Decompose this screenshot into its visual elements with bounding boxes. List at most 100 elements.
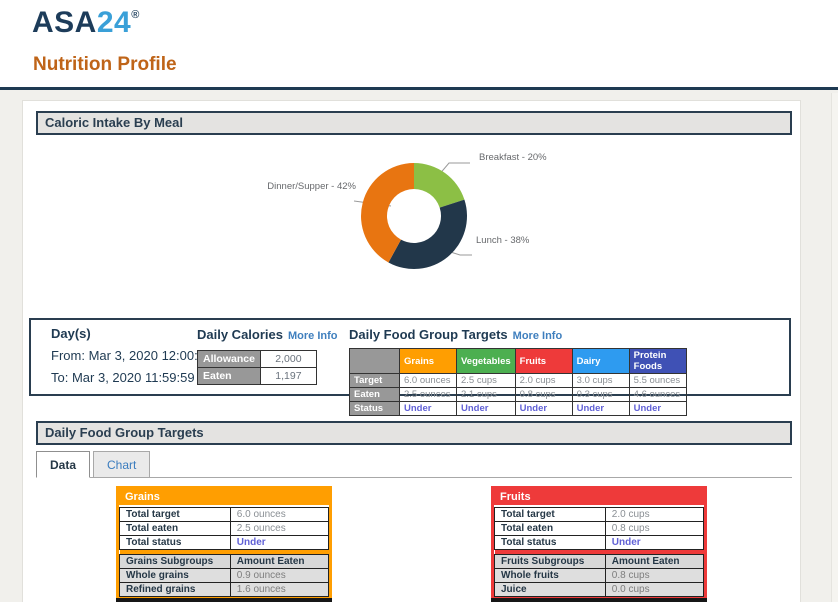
column-header-dairy: Dairy [571,348,630,374]
table-row: Total eaten 0.8 cups [494,521,705,536]
row-header-eaten: Eaten [349,387,400,402]
table-row: Total status Under [494,535,705,550]
refined-grains-label: Refined grains [119,582,231,597]
days-to-label: To: [51,370,69,385]
total-status-label: Total status [494,535,606,550]
eaten-vegetables: 2.1 cups [456,387,516,402]
caloric-intake-chart-area: Breakfast - 20% Lunch - 38% Dinner/Suppe… [36,135,792,315]
status-fruits: Under [514,401,573,416]
target-vegetables: 2.5 cups [456,373,516,388]
daily-calories-table: Allowance 2,000 Eaten 1,197 [197,350,317,385]
section-header-daily-food-group-targets: Daily Food Group Targets [36,421,792,445]
status-protein-foods: Under [628,401,687,416]
food-group-card-title: Fruits [494,489,704,507]
column-header-fruits: Fruits [514,348,573,374]
donut-label-lunch: Lunch - 38% [476,235,530,246]
food-group-card-grains: Grains Total target 6.0 ounces Total eaten… [116,486,332,600]
daily-summary-box: Day(s) From: Mar 3, 2020 12:00:00 AM To:… [29,318,791,416]
subgroup-header-row: Grains Subgroups Amount Eaten [119,554,330,569]
donut-slice-dinner-supper[interactable] [361,163,414,263]
total-eaten-value: 2.5 ounces [229,521,330,536]
targets-tab-bar: Data Chart [36,449,792,478]
eaten-dairy: 0.3 cups [571,387,630,402]
daily-calories-more-info-link[interactable]: More Info [288,330,338,342]
eaten-protein-foods: 4.6 ounces [628,387,687,402]
table-row: Eaten 1,197 [197,367,317,385]
daily-calories-title: Daily Calories [197,327,283,342]
food-group-card-table: Total target 2.0 cups Total eaten 0.8 cups T… [494,507,705,597]
table-row: Eaten 2.5 ounces 2.1 cups 0.8 cups 0.3 cups 4… [349,387,687,402]
status-vegetables: Under [456,401,516,416]
food-group-cards: Grains Total target 6.0 ounces Total eaten… [36,486,792,602]
eaten-value: 1,197 [259,367,317,385]
row-header-target: Target [349,373,400,388]
logo-asa: ASA [32,6,97,39]
eaten-grains: 2.5 ounces [399,387,457,402]
total-target-value: 6.0 ounces [229,507,330,522]
table-row: Whole fruits 0.8 cups [494,568,705,583]
donut-slice-lunch[interactable] [388,199,468,269]
whole-fruits-value: 0.8 cups [604,568,705,583]
target-dairy: 3.0 cups [571,373,630,388]
tab-chart[interactable]: Chart [93,451,151,478]
table-row: Allowance 2,000 [197,350,317,368]
juice-value: 0.0 cups [604,582,705,597]
fruits-subgroups-label: Fruits Subgroups [494,554,606,569]
target-protein-foods: 5.5 ounces [628,373,687,388]
total-eaten-label: Total eaten [494,521,606,536]
page-title: Nutrition Profile [33,54,177,75]
whole-grains-label: Whole grains [119,568,231,583]
days-to: To: Mar 3, 2020 11:59:59 PM [51,370,235,385]
table-row: Total status Under [119,535,330,550]
fruits-subgroups-value: Amount Eaten [604,554,705,569]
column-header-grains: Grains [399,348,457,374]
logo-24: 24 [96,6,132,39]
grains-subgroups-label: Grains Subgroups [119,554,231,569]
row-header-status: Status [349,401,400,416]
app-header: ASA24® Nutrition Profile [0,0,838,90]
total-status-value: Under [604,535,705,550]
registered-mark-icon: ® [131,9,140,21]
eaten-label: Eaten [197,367,261,385]
table-row: Target 6.0 ounces 2.5 cups 2.0 cups 3.0 cups… [349,373,687,388]
total-target-label: Total target [119,507,231,522]
total-eaten-value: 0.8 cups [604,521,705,536]
eaten-fruits: 0.8 cups [514,387,573,402]
allowance-label: Allowance [197,350,261,368]
days-to-value: Mar 3, 2020 11:59:59 PM [71,370,218,385]
donut-label-breakfast: Breakfast - 20% [479,152,547,163]
subgroup-header-row: Fruits Subgroups Amount Eaten [494,554,705,569]
table-row: Total eaten 2.5 ounces [119,521,330,536]
food-group-targets-title: Daily Food Group Targets [349,327,508,342]
target-fruits: 2.0 cups [514,373,573,388]
total-status-value: Under [229,535,330,550]
table-row: Refined grains 1.6 ounces [119,582,330,597]
status-dairy: Under [571,401,630,416]
table-row: Grains Vegetables Fruits Dairy Protein Foods [349,348,687,374]
next-table-top-edge-right [491,598,707,602]
page-right-gutter [831,93,838,602]
food-group-targets-block: Daily Food Group Targets More Info Grains… [349,326,687,416]
food-group-targets-more-info-link[interactable]: More Info [512,330,563,342]
refined-grains-value: 1.6 ounces [229,582,330,597]
corner-cell [349,348,400,374]
total-status-label: Total status [119,535,231,550]
next-table-top-edge-left [116,598,332,602]
table-row: Total target 6.0 ounces [119,507,330,522]
table-row: Juice 0.0 cups [494,582,705,597]
food-group-card-title: Grains [119,489,329,507]
target-grains: 6.0 ounces [399,373,457,388]
tab-data[interactable]: Data [36,451,91,478]
allowance-value: 2,000 [259,350,317,368]
main-panel: Caloric Intake By Meal Breakfast - 20% L… [22,100,801,602]
whole-grains-value: 0.9 ounces [229,568,330,583]
total-eaten-label: Total eaten [119,521,231,536]
asa24-logo: ASA24® [32,6,140,40]
column-header-vegetables: Vegetables [456,348,516,374]
donut-slice-breakfast[interactable] [414,163,465,208]
table-row: Whole grains 0.9 ounces [119,568,330,583]
caloric-intake-donut-chart [353,162,472,269]
table-row: Total target 2.0 cups [494,507,705,522]
total-target-label: Total target [494,507,606,522]
status-grains: Under [399,401,457,416]
